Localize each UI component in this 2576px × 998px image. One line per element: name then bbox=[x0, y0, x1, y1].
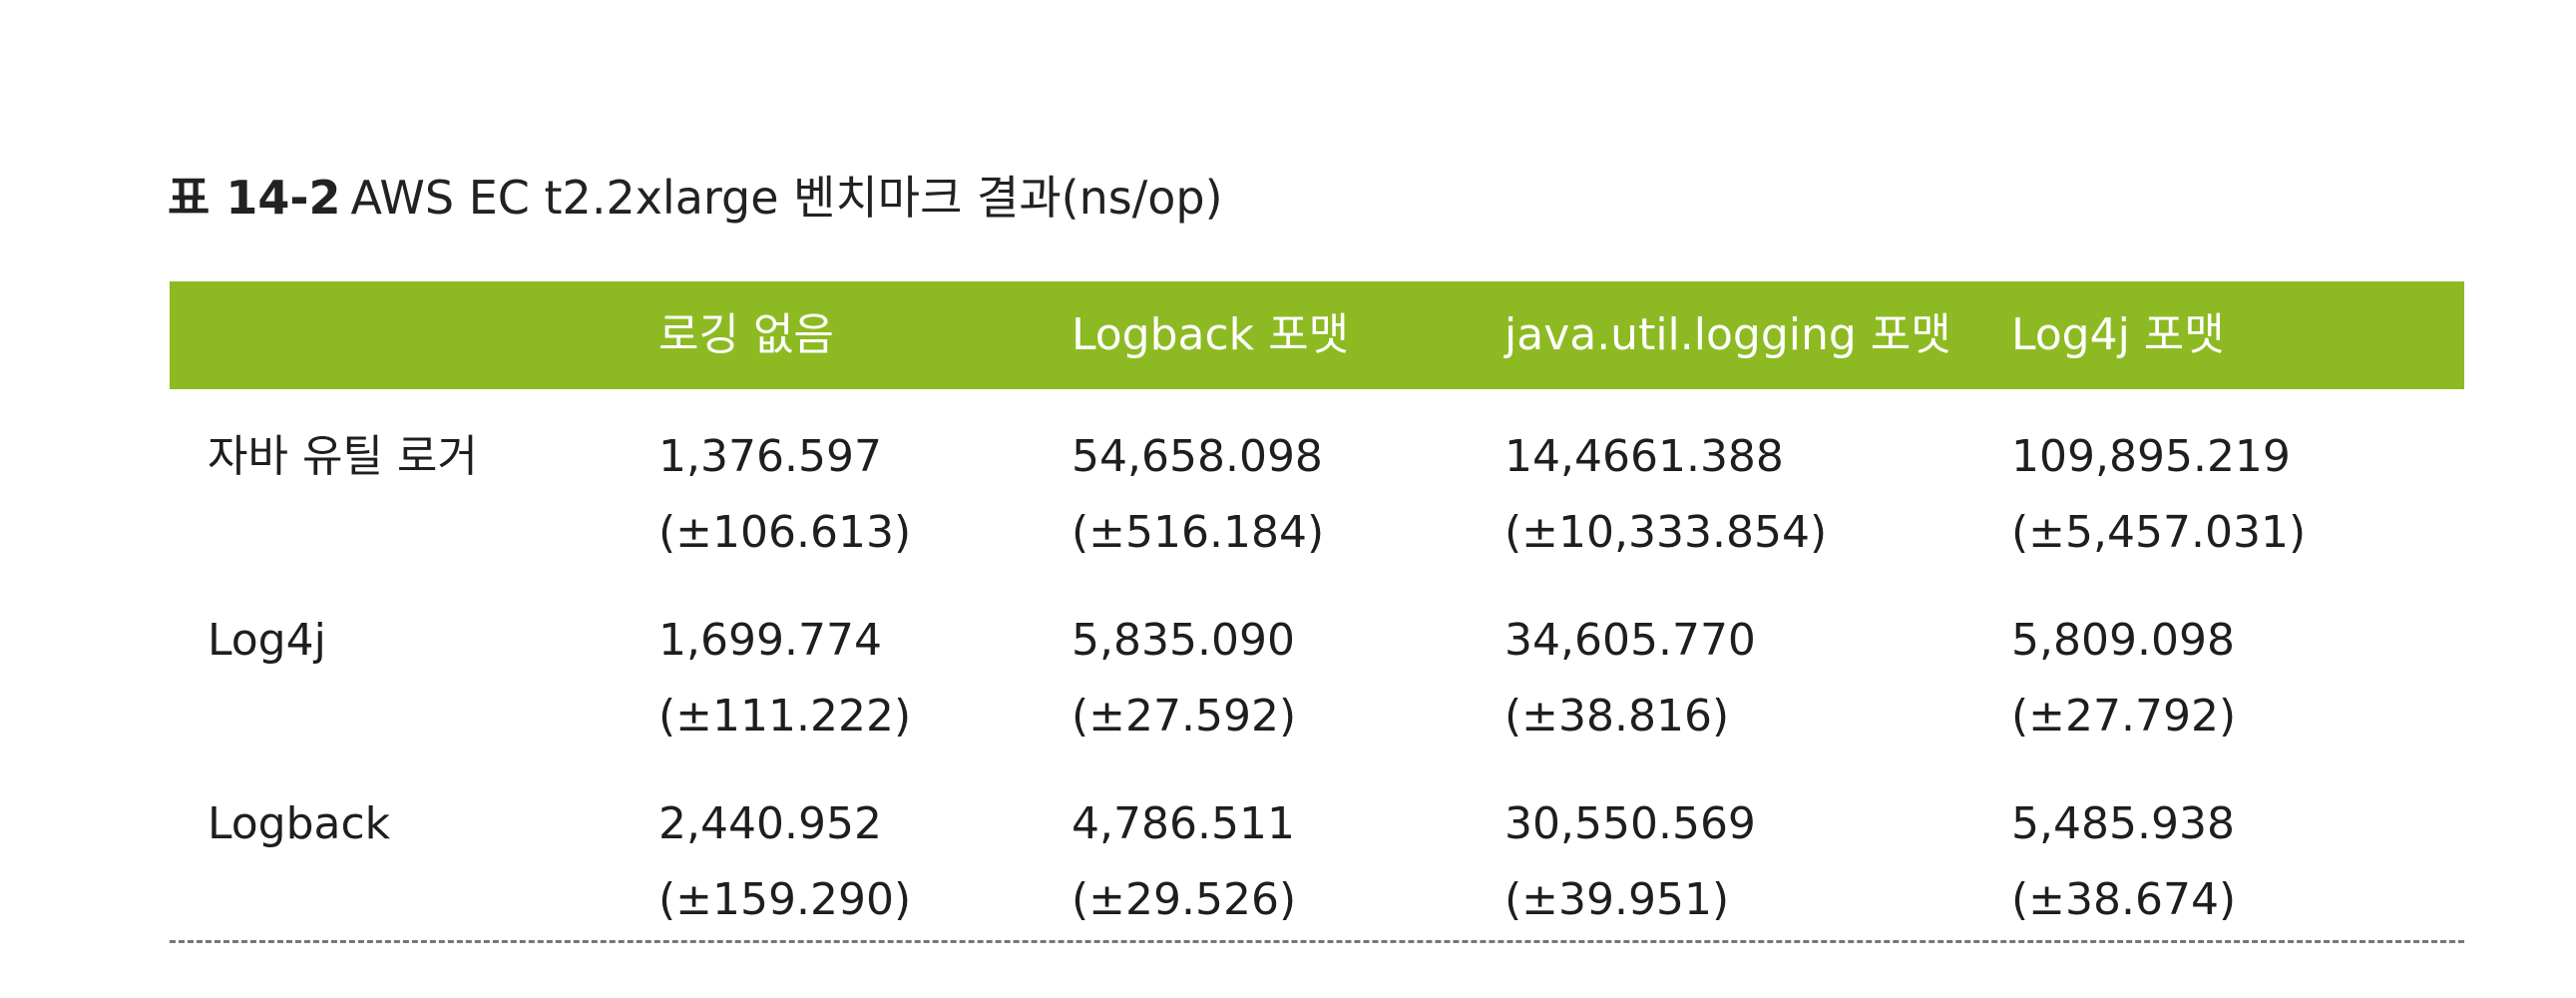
table-row: Log4j 1,699.774 (±111.222) 5,835.090 (±2… bbox=[170, 573, 2464, 756]
cell-value: 2,440.952 bbox=[658, 798, 882, 849]
table-title: AWS EC t2.2xlarge 벤치마크 결과(ns/op) bbox=[350, 171, 1223, 225]
table-cell: 54,658.098 (±516.184) bbox=[1072, 419, 1324, 571]
table-cell: 5,809.098 (±27.792) bbox=[2011, 603, 2236, 754]
table-cell: 14,4661.388 (±10,333.854) bbox=[1504, 419, 1827, 571]
table-header: 로깅 없음 Logback 포맷 java.util.logging 포맷 Lo… bbox=[170, 281, 2464, 389]
cell-error: (±516.184) bbox=[1072, 507, 1325, 558]
cell-error: (±106.613) bbox=[658, 507, 912, 558]
cell-error: (±5,457.031) bbox=[2011, 507, 2307, 558]
cell-error: (±39.951) bbox=[1504, 874, 1730, 925]
cell-value: 5,835.090 bbox=[1072, 615, 1295, 666]
cell-value: 109,895.219 bbox=[2011, 431, 2291, 482]
table-cell: 5,485.938 (±38.674) bbox=[2011, 786, 2236, 938]
table-cell: 5,835.090 (±27.592) bbox=[1072, 603, 1296, 754]
cell-value: 1,699.774 bbox=[658, 615, 882, 666]
table-cell: 109,895.219 (±5,457.031) bbox=[2011, 419, 2306, 571]
header-log4j-format: Log4j 포맷 bbox=[2011, 309, 2225, 360]
cell-value: 4,786.511 bbox=[1072, 798, 1295, 849]
table-cell: 4,786.511 (±29.526) bbox=[1072, 786, 1296, 938]
table-cell: 2,440.952 (±159.290) bbox=[658, 786, 911, 938]
table-cell: 1,699.774 (±111.222) bbox=[658, 603, 911, 754]
cell-error: (±29.526) bbox=[1072, 874, 1297, 925]
cell-error: (±159.290) bbox=[658, 874, 912, 925]
table-row: 자바 유틸 로거 1,376.597 (±106.613) 54,658.098… bbox=[170, 389, 2464, 573]
row-label: Logback bbox=[208, 798, 391, 849]
header-no-logging: 로깅 없음 bbox=[658, 309, 834, 360]
cell-error: (±111.222) bbox=[658, 691, 912, 742]
cell-value: 54,658.098 bbox=[1072, 431, 1323, 482]
cell-value: 14,4661.388 bbox=[1504, 431, 1784, 482]
cell-value: 5,485.938 bbox=[2011, 798, 2235, 849]
cell-value: 34,605.770 bbox=[1504, 615, 1756, 666]
table-caption: 표 14-2 AWS EC t2.2xlarge 벤치마크 결과(ns/op) bbox=[168, 168, 1223, 228]
table-cell: 1,376.597 (±106.613) bbox=[658, 419, 911, 571]
row-label: Log4j bbox=[208, 615, 326, 666]
cell-error: (±38.816) bbox=[1504, 691, 1730, 742]
table-cell: 34,605.770 (±38.816) bbox=[1504, 603, 1756, 754]
header-logback-format: Logback 포맷 bbox=[1072, 309, 1350, 360]
cell-value: 1,376.597 bbox=[658, 431, 882, 482]
benchmark-table: 로깅 없음 Logback 포맷 java.util.logging 포맷 Lo… bbox=[170, 281, 2464, 944]
table-number: 표 14-2 bbox=[168, 171, 341, 225]
cell-error: (±10,333.854) bbox=[1504, 507, 1828, 558]
cell-error: (±38.674) bbox=[2011, 874, 2237, 925]
table-row: Logback 2,440.952 (±159.290) 4,786.511 (… bbox=[170, 756, 2464, 944]
cell-error: (±27.792) bbox=[2011, 691, 2237, 742]
table-bottom-rule bbox=[170, 940, 2464, 943]
header-jul-format: java.util.logging 포맷 bbox=[1504, 309, 1951, 360]
cell-error: (±27.592) bbox=[1072, 691, 1297, 742]
cell-value: 30,550.569 bbox=[1504, 798, 1756, 849]
cell-value: 5,809.098 bbox=[2011, 615, 2235, 666]
table-cell: 30,550.569 (±39.951) bbox=[1504, 786, 1756, 938]
row-label: 자바 유틸 로거 bbox=[208, 431, 478, 482]
